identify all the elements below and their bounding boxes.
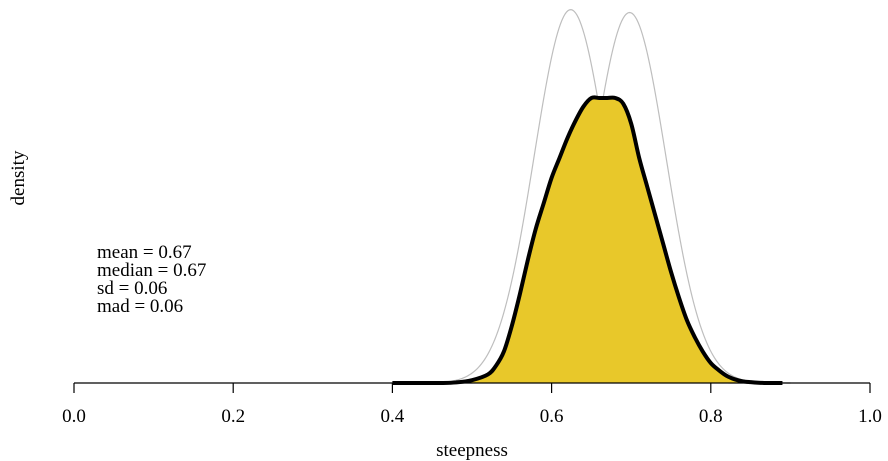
x-tick-label: 0.2 — [221, 406, 245, 427]
x-axis-ticks: 0.0 0.2 0.4 0.6 0.8 1.0 — [62, 383, 882, 427]
x-tick-label: 1.0 — [858, 406, 882, 427]
x-tick-label: 0.4 — [381, 406, 405, 427]
summary-statistics: mean = 0.67 median = 0.67 sd = 0.06 mad … — [97, 242, 206, 317]
stat-mean: mean = 0.67 — [97, 242, 192, 263]
x-tick-label: 0.6 — [540, 406, 564, 427]
x-tick-label: 0.8 — [699, 406, 723, 427]
posterior-density-line — [392, 95, 783, 385]
y-axis-title: density — [8, 150, 29, 205]
stat-median: median = 0.67 — [97, 260, 206, 281]
posterior-density-area — [392, 97, 783, 383]
stat-mad: mad = 0.06 — [97, 296, 183, 317]
stat-sd: sd = 0.06 — [97, 278, 167, 299]
x-axis-title: steepness — [436, 440, 508, 461]
x-tick-label: 0.0 — [62, 406, 86, 427]
